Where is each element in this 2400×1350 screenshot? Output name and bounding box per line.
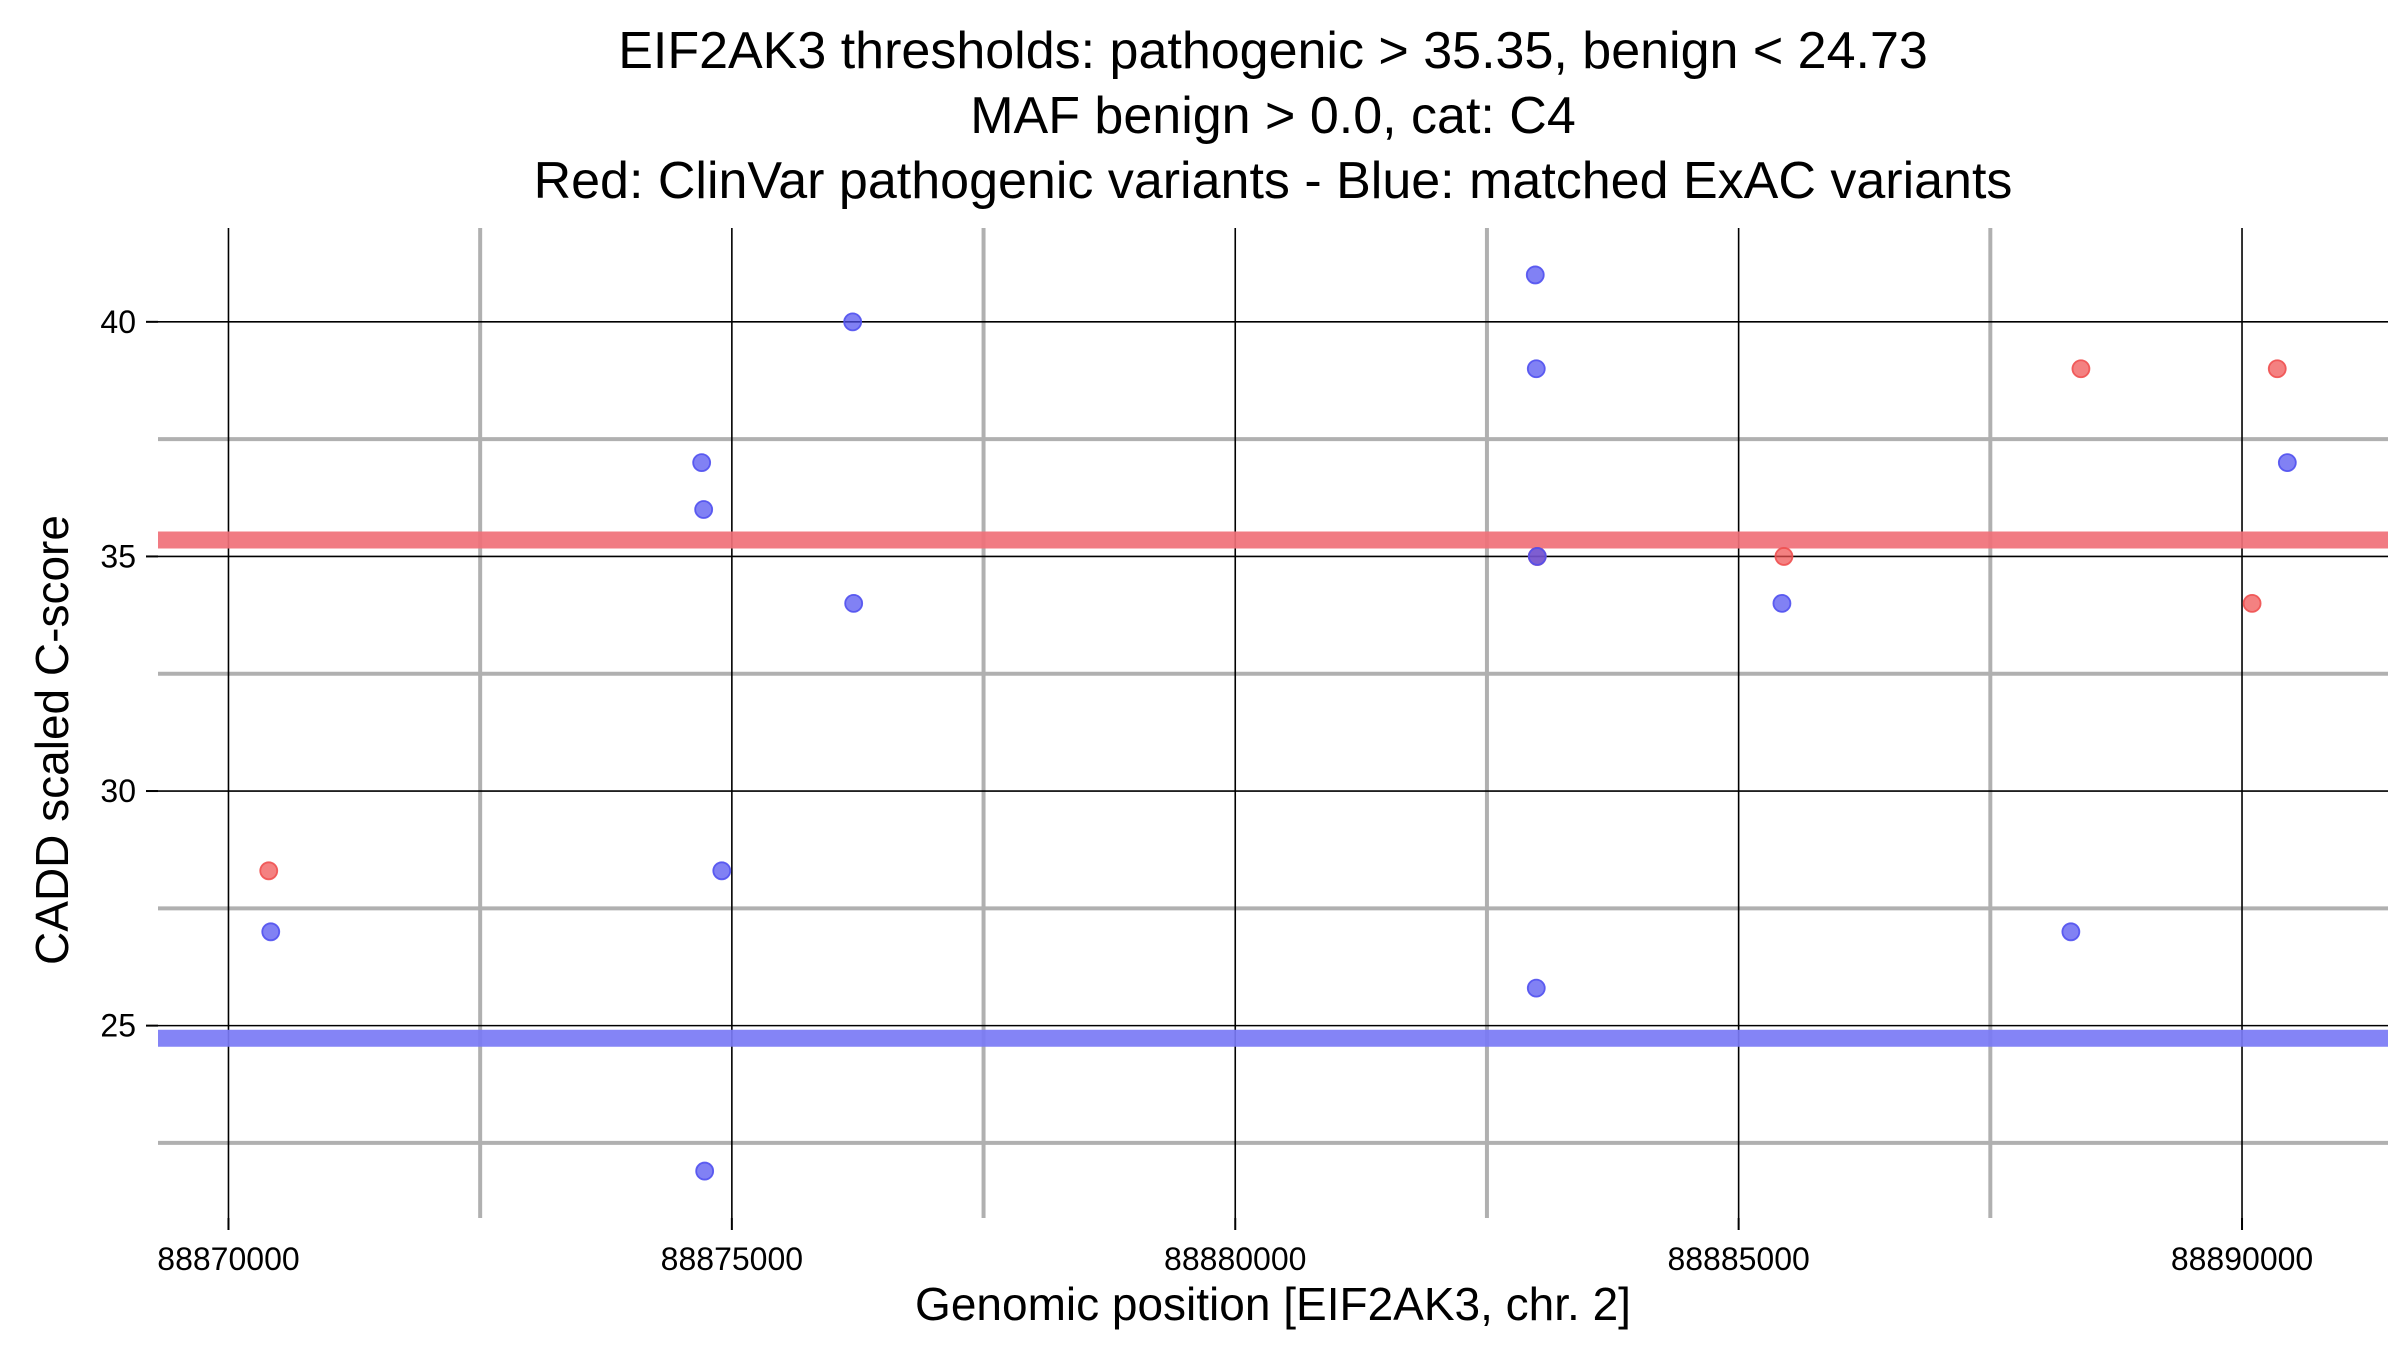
x-tick-label: 88875000 [661, 1241, 803, 1277]
data-point-series-0 [259, 861, 279, 881]
y-tick-label: 40 [100, 304, 136, 340]
data-point-series-1 [694, 500, 714, 519]
data-point-series-1 [712, 861, 732, 881]
data-point-series-1 [1526, 359, 1546, 379]
data-point-series-0 [2267, 359, 2287, 379]
chart-title-line-1: EIF2AK3 thresholds: pathogenic > 35.35, … [618, 22, 1928, 80]
y-tick-label: 30 [100, 773, 136, 809]
data-point-series-1 [843, 312, 863, 332]
x-tick-label: 88870000 [157, 1241, 299, 1277]
data-point-series-1 [1526, 978, 1546, 998]
chart-title-line-2: MAF benign > 0.0, cat: C4 [970, 87, 1576, 145]
data-point-series-1 [2277, 453, 2297, 472]
data-point-series-1 [261, 922, 281, 942]
y-tick-label: 25 [100, 1008, 136, 1044]
x-tick-label: 88880000 [1164, 1241, 1306, 1277]
data-point-series-0 [2071, 359, 2091, 379]
data-point-series-1 [1525, 265, 1545, 285]
x-tick-label: 88890000 [2171, 1241, 2313, 1277]
data-point-series-1 [1527, 547, 1547, 566]
threshold-lines [158, 531, 2388, 1047]
minor-gridlines [158, 228, 2388, 1218]
x-axis-label: Genomic position [EIF2AK3, chr. 2] [915, 1278, 1631, 1330]
major-gridlines [158, 228, 2388, 1218]
axis-ticks: 88870000 88875000 88880000 88885000 88890000… [100, 304, 2313, 1277]
data-point-series-1 [2061, 922, 2081, 942]
y-tick-label: 35 [100, 538, 136, 574]
data-point-series-1 [695, 1161, 715, 1181]
data-point-series-0 [1774, 547, 1794, 566]
data-point-series-1 [692, 453, 712, 472]
chart-titles: EIF2AK3 thresholds: pathogenic > 35.35, … [534, 22, 2013, 210]
chart-title-line-3: Red: ClinVar pathogenic variants - Blue:… [534, 152, 2013, 210]
data-point-series-0 [2242, 593, 2262, 613]
data-points [259, 265, 2297, 1181]
data-point-series-1 [844, 593, 864, 613]
y-axis-label: CADD scaled C-score [26, 515, 78, 965]
x-tick-label: 88885000 [1667, 1241, 1809, 1277]
data-point-series-1 [1772, 593, 1792, 613]
